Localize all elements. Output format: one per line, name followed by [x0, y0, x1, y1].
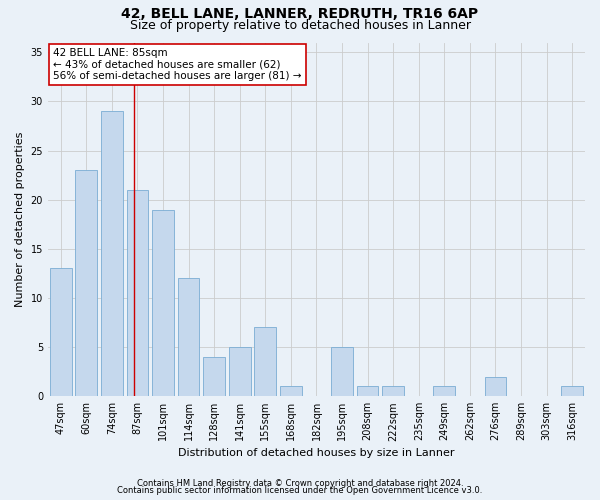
Bar	[50, 268, 71, 396]
Bar	[562, 386, 583, 396]
Bar	[331, 347, 353, 396]
Y-axis label: Number of detached properties: Number of detached properties	[15, 132, 25, 307]
Bar	[127, 190, 148, 396]
Bar	[485, 376, 506, 396]
Bar	[203, 357, 225, 396]
Bar	[152, 210, 174, 396]
Text: Size of property relative to detached houses in Lanner: Size of property relative to detached ho…	[130, 18, 470, 32]
Bar	[280, 386, 302, 396]
Text: 42, BELL LANE, LANNER, REDRUTH, TR16 6AP: 42, BELL LANE, LANNER, REDRUTH, TR16 6AP	[121, 8, 479, 22]
Bar	[357, 386, 379, 396]
Text: Contains public sector information licensed under the Open Government Licence v3: Contains public sector information licen…	[118, 486, 482, 495]
Bar	[254, 328, 276, 396]
Text: 42 BELL LANE: 85sqm
← 43% of detached houses are smaller (62)
56% of semi-detach: 42 BELL LANE: 85sqm ← 43% of detached ho…	[53, 48, 302, 81]
Bar	[76, 170, 97, 396]
Bar	[101, 112, 123, 396]
Bar	[433, 386, 455, 396]
Bar	[382, 386, 404, 396]
Bar	[229, 347, 251, 396]
Bar	[178, 278, 199, 396]
X-axis label: Distribution of detached houses by size in Lanner: Distribution of detached houses by size …	[178, 448, 455, 458]
Text: Contains HM Land Registry data © Crown copyright and database right 2024.: Contains HM Land Registry data © Crown c…	[137, 478, 463, 488]
